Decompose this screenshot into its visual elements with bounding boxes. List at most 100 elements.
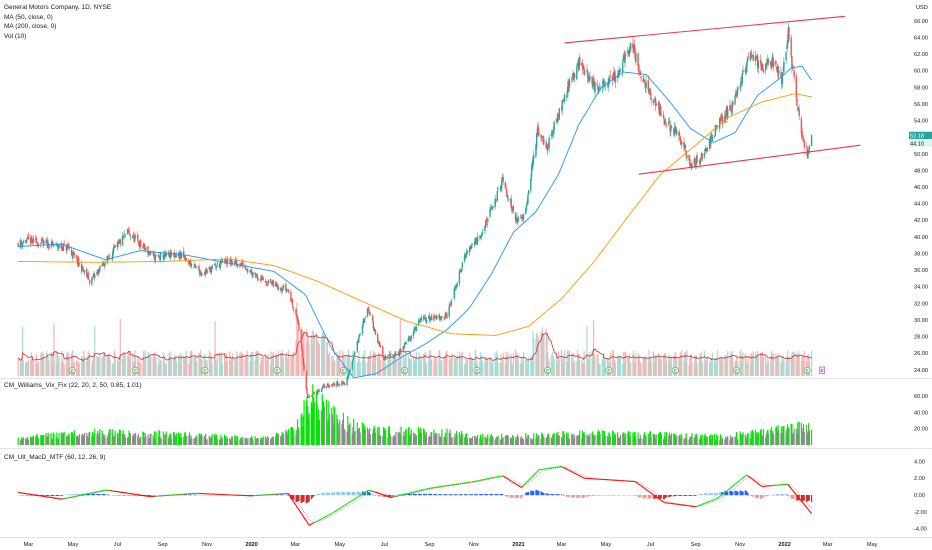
ma50-legend[interactable]: MA (50, close, 0) (4, 13, 53, 21)
candle-body (439, 318, 442, 320)
vix-bar (246, 440, 248, 445)
candle-body (802, 137, 804, 140)
candle-body (383, 357, 385, 360)
candle-body (670, 129, 672, 132)
macd-histogram-bar (46, 495, 48, 497)
vix-bar (573, 434, 575, 445)
candle-body (78, 257, 80, 265)
macd-line-segment (637, 483, 640, 485)
vix-bar (257, 437, 259, 445)
vix-bar (37, 437, 39, 445)
volume-bar (58, 355, 60, 376)
candle-body (766, 62, 768, 64)
candle-body (382, 346, 384, 357)
candle-body (68, 247, 70, 249)
candle-body (387, 355, 389, 357)
candle-body (175, 255, 178, 257)
macd-histogram-bar (791, 495, 793, 499)
vix-bar (557, 431, 559, 445)
candle-body (464, 254, 466, 257)
volume-bar (286, 357, 288, 376)
symbol-title[interactable]: General Motors Company, 1D, NYSE (4, 4, 112, 11)
williams-vix-fix-label[interactable]: CM_Williams_Vix_Fix (22, 20, 2, 50, 0.85… (4, 382, 142, 389)
candle-body (382, 357, 385, 359)
candle-body (373, 327, 375, 331)
volume-bar (428, 359, 430, 376)
vix-bar (781, 426, 783, 445)
macd-histogram-bar (364, 492, 366, 496)
volume-bar (480, 356, 482, 376)
vix-bar (612, 431, 614, 445)
macd-histogram-bar (588, 495, 590, 497)
macd-histogram-bar (598, 495, 600, 496)
vix-bar (492, 436, 494, 445)
volume-bar (160, 360, 162, 376)
vix-bar (121, 433, 124, 445)
candle-body (257, 277, 259, 280)
volume-bar (223, 353, 226, 376)
candle-body (140, 240, 142, 246)
macd-line-segment (752, 479, 756, 482)
vix-bar (617, 432, 619, 445)
macd-histogram-bar (499, 493, 501, 496)
volume-bar (530, 357, 533, 376)
volume-bar (695, 355, 697, 376)
candle-body (394, 353, 396, 356)
macd-label[interactable]: CM_Ult_MacD_MTF (60, 12, 26, 9) (4, 454, 106, 461)
volume-bar (363, 355, 365, 376)
vix-bar (731, 437, 733, 445)
volume-bar (129, 356, 132, 376)
macd-histogram-bar (460, 494, 462, 496)
volume-bar (500, 354, 502, 376)
volume-bar (619, 357, 621, 376)
candle-body (137, 241, 140, 245)
vix-bar (757, 435, 759, 445)
candle-body (379, 345, 382, 348)
volume-bar (216, 353, 218, 376)
vix-bar (693, 437, 695, 445)
volume-bar (21, 357, 23, 376)
candle-body (639, 71, 641, 75)
volume-bar (369, 358, 371, 376)
candle-body (306, 388, 308, 394)
macd-line-segment (650, 492, 654, 496)
macd-histogram-bar (310, 495, 312, 500)
candle-body (553, 121, 555, 131)
candle-body (793, 70, 795, 78)
volume-bar (122, 353, 124, 376)
macd-histogram-bar (461, 494, 463, 496)
candle-body (420, 318, 422, 322)
candle-body (563, 94, 566, 102)
price-tick-label: 34.00 (914, 285, 928, 291)
volume-bar (719, 356, 721, 376)
candle-body (86, 274, 89, 278)
candle-body (354, 351, 356, 353)
vix-bar (706, 436, 708, 445)
vix-bar (509, 437, 512, 445)
candle-body (303, 363, 305, 371)
time-tick-label: Jul (381, 542, 388, 548)
volume-bar (164, 363, 167, 376)
ma200-legend[interactable]: MA (200, close, 0) (4, 23, 57, 31)
macd-histogram-bar (643, 495, 645, 499)
volume-bar (423, 353, 425, 376)
macd-histogram-bar (598, 495, 600, 496)
candle-body (756, 56, 759, 69)
volume-bar (501, 363, 503, 376)
volume-bar (470, 356, 472, 376)
volume-bar (310, 335, 312, 376)
macd-line-segment (737, 479, 741, 483)
vix-bar (162, 431, 164, 445)
macd-histogram-bar (673, 495, 675, 497)
macd-line-segment (537, 469, 540, 471)
vix-bar (465, 433, 467, 445)
candle-body (158, 256, 161, 259)
candle-body (21, 243, 24, 247)
macd-histogram-bar (640, 495, 642, 498)
candle-body (777, 66, 779, 77)
volume-bar (22, 359, 24, 376)
vix-bar (240, 437, 242, 445)
candle-body (312, 392, 315, 394)
macd-histogram-bar (754, 495, 757, 499)
volume-legend[interactable]: Vol (10) (4, 32, 27, 40)
